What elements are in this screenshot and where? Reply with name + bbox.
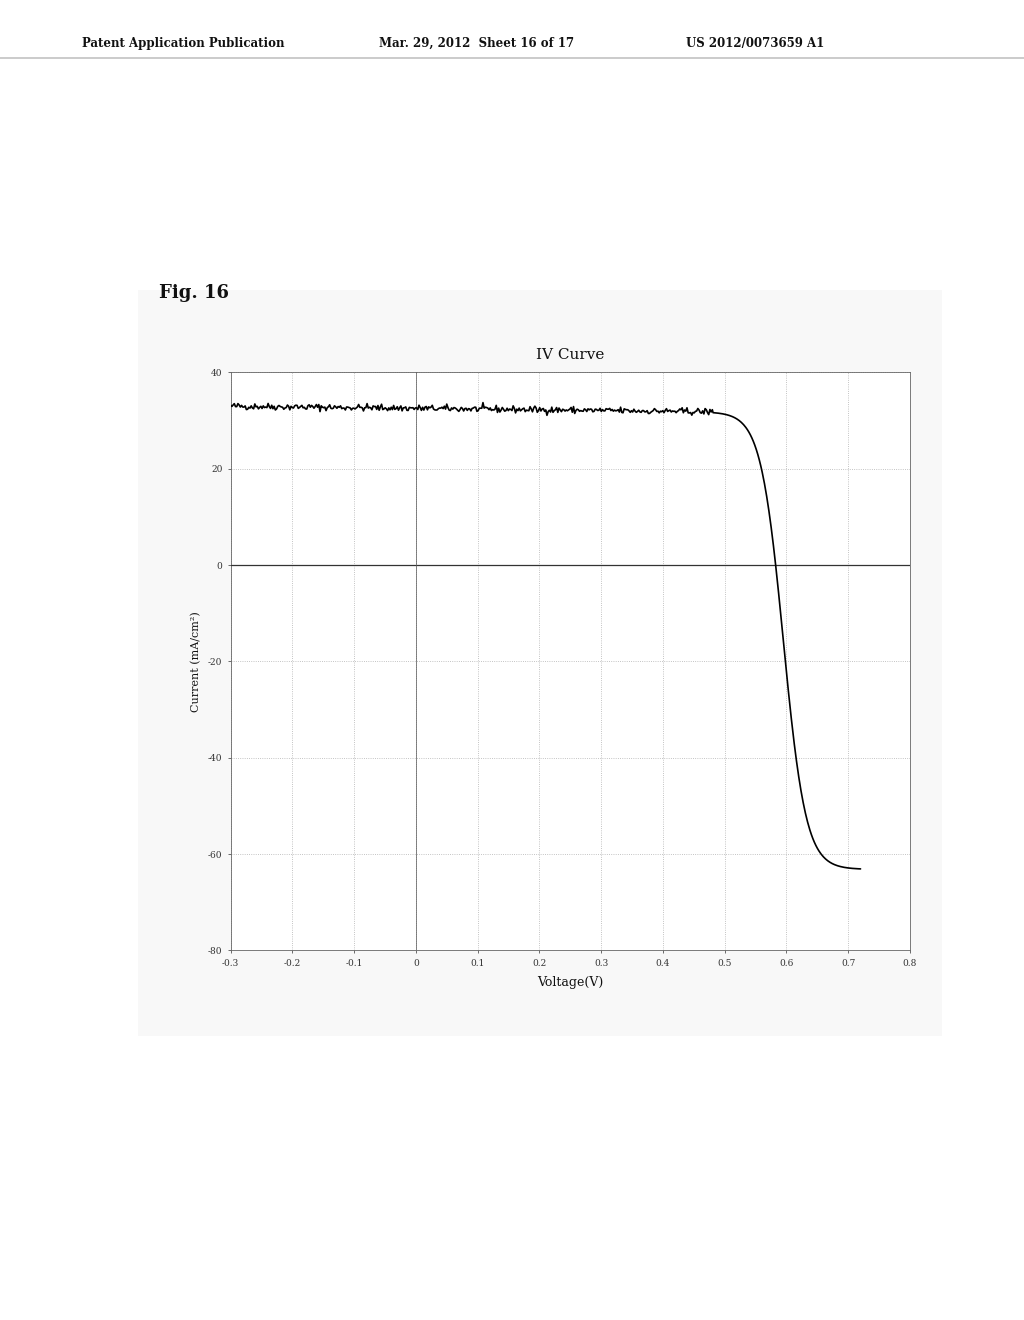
X-axis label: Voltage(V): Voltage(V) xyxy=(538,975,603,989)
Text: Patent Application Publication: Patent Application Publication xyxy=(82,37,285,50)
Text: Fig. 16: Fig. 16 xyxy=(159,284,228,302)
Text: Mar. 29, 2012  Sheet 16 of 17: Mar. 29, 2012 Sheet 16 of 17 xyxy=(379,37,574,50)
Y-axis label: Current (mA/cm²): Current (mA/cm²) xyxy=(190,611,201,711)
Text: US 2012/0073659 A1: US 2012/0073659 A1 xyxy=(686,37,824,50)
FancyBboxPatch shape xyxy=(130,282,950,1044)
Title: IV Curve: IV Curve xyxy=(537,347,604,362)
